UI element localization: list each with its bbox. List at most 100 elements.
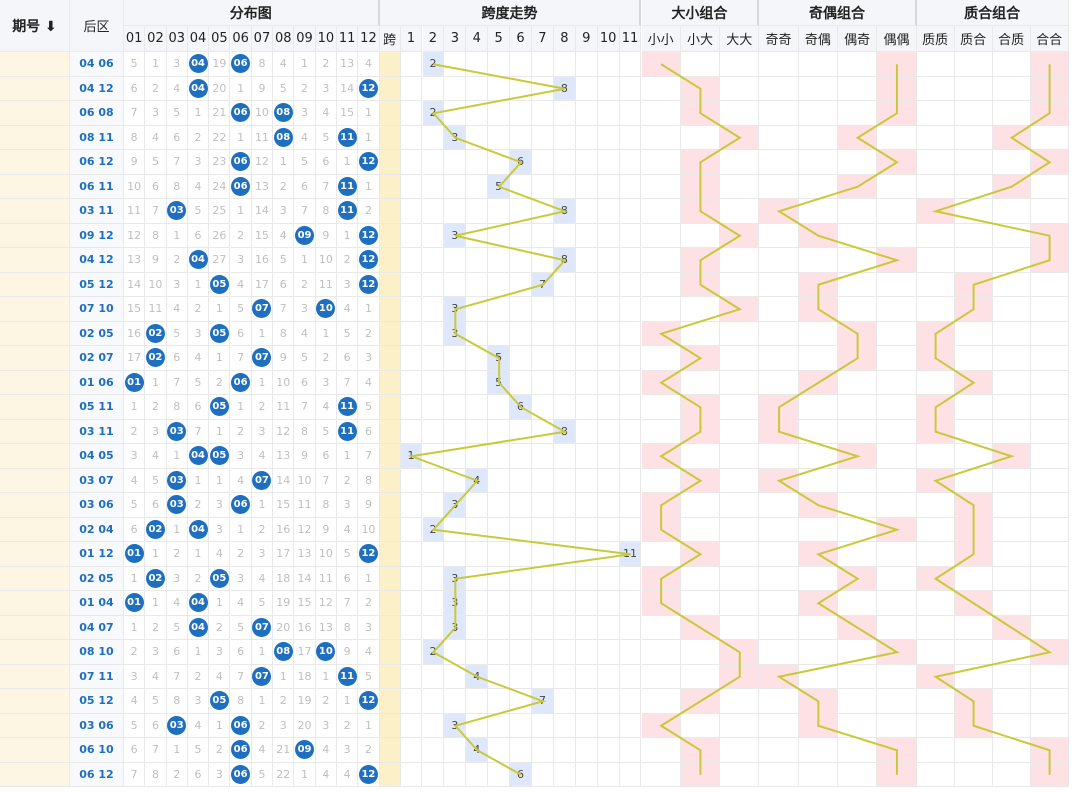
dist-cell: 02 [145,321,167,346]
size-hit-cell [720,664,760,689]
dist-cell: 06 [230,762,252,787]
dist-cell: 13 [124,248,146,273]
span-miss-cell [619,395,642,420]
drawn-ball: 06 [231,152,251,172]
dist-cell: 6 [187,223,210,248]
span-col-header: 8 [553,26,576,52]
odd-miss-cell [798,664,838,689]
dist-cell: 8 [230,689,252,714]
prime-miss-cell [954,419,993,444]
span-hit-cell: 3 [444,566,467,591]
period-cell [0,321,70,346]
prime-miss-cell [954,395,993,420]
odd-hit-cell [798,272,838,297]
dist-cell: 9 [124,150,146,175]
span-miss-cell [510,223,532,248]
period-header[interactable]: 期号 ⬇ [0,0,70,52]
span-miss-cell [532,199,554,224]
dist-cell: 02 [145,566,167,591]
span-miss-cell [422,150,445,175]
dist-cell: 7 [294,199,316,224]
size-miss-cell [720,591,760,616]
drawn-ball: 03 [167,421,187,441]
prime-hit-cell [992,444,1031,469]
drawn-ball: 12 [358,152,378,172]
odd-hit-cell [877,76,917,101]
dist-cell: 2 [251,395,274,420]
dist-cell: 2 [187,664,210,689]
span-miss-cell [422,493,445,518]
prime-miss-cell [1030,468,1069,493]
dist-cell: 08 [273,125,295,150]
prime-miss-cell [992,468,1031,493]
dist-cell: 1 [337,689,359,714]
span-miss-cell [422,542,445,567]
span-miss-cell [619,346,642,371]
odd-miss-cell [759,738,799,763]
span-miss-cell [575,297,598,322]
span-value-cell [379,762,401,787]
size-hit-cell [680,542,721,567]
span-miss-cell [575,566,598,591]
span-miss-cell [532,419,554,444]
dist-cell: 5 [187,199,210,224]
prime-miss-cell [992,542,1031,567]
dist-cell: 20 [294,713,316,738]
prime-miss-cell [992,248,1031,273]
span-hit-cell: 6 [510,395,532,420]
dist-cell: 09 [294,738,316,763]
span-miss-cell [619,76,642,101]
prime-miss-cell [992,591,1031,616]
size-miss-cell [680,493,721,518]
odd-miss-cell [798,517,838,542]
prime-hit-cell [1030,762,1069,787]
dist-cell: 1 [187,101,210,126]
span-miss-cell [575,542,598,567]
span-hit-cell: 8 [553,248,576,273]
dist-cell: 26 [209,223,231,248]
span-miss-cell [553,52,576,77]
span-miss-cell [575,272,598,297]
dist-cell: 3 [337,738,359,763]
dist-cell: 4 [315,101,337,126]
span-miss-cell [510,591,532,616]
prime-miss-cell [916,762,955,787]
span-miss-cell [575,125,598,150]
prime-miss-cell [916,370,955,395]
dist-cell: 11 [294,493,316,518]
span-miss-cell [488,444,511,469]
span-miss-cell [400,248,423,273]
odd-miss-cell [838,248,878,273]
span-miss-cell [444,101,467,126]
prime-miss-cell [954,76,993,101]
dist-cell: 1 [209,713,231,738]
span-miss-cell [422,468,445,493]
odd-miss-cell [838,150,878,175]
odd-col-header: 奇奇 [759,26,799,52]
odd-hit-cell [877,248,917,273]
size-miss-cell [720,542,760,567]
span-miss-cell [510,468,532,493]
span-miss-cell [466,395,489,420]
odd-miss-cell [838,738,878,763]
dist-cell: 6 [187,395,210,420]
span-miss-cell [597,468,620,493]
span-miss-cell [400,174,423,199]
dist-cell: 01 [124,370,146,395]
prime-miss-cell [992,370,1031,395]
dist-cell: 11 [315,272,337,297]
span-miss-cell [400,395,423,420]
dist-cell: 2 [315,52,337,77]
dist-cell: 06 [230,370,252,395]
period-cell [0,272,70,297]
dist-cell: 7 [145,199,167,224]
span-miss-cell [619,297,642,322]
dist-cell: 12 [358,76,380,101]
span-miss-cell [422,297,445,322]
dist-cell: 6 [294,174,316,199]
span-miss-cell [422,199,445,224]
span-value-cell [379,738,401,763]
span-miss-cell [422,395,445,420]
span-miss-cell [444,738,467,763]
odd-miss-cell [877,664,917,689]
